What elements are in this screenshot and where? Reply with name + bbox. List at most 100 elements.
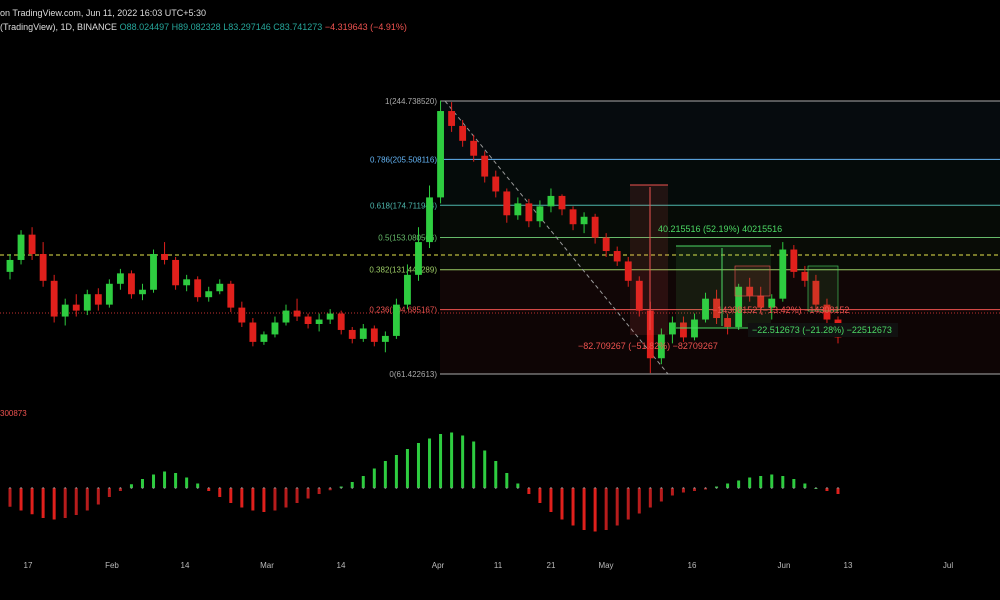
histogram-bar (96, 488, 100, 505)
candle-body (558, 195, 566, 210)
candle-body (94, 294, 102, 305)
close-value: C83.741273 (273, 22, 323, 32)
zero-marker (185, 487, 188, 489)
fib-level-label: 0.618(174.711944) (370, 201, 437, 210)
candle-body (680, 322, 687, 338)
measure-label: −82.709267 (−51.82%) −82709267 (578, 341, 718, 351)
histogram-bar (527, 488, 531, 494)
histogram-bar (361, 476, 365, 488)
x-tick-label: Apr (432, 561, 445, 570)
zero-marker (119, 487, 122, 489)
candle-body (315, 319, 323, 324)
zero-marker (53, 487, 56, 489)
zero-marker (174, 487, 177, 489)
zero-marker (605, 487, 608, 489)
histogram-bar (295, 488, 299, 503)
x-tick-label: 14 (181, 561, 190, 570)
zero-marker (75, 487, 78, 489)
candle-body (6, 259, 14, 272)
zero-marker (263, 487, 265, 489)
candle-body (602, 237, 610, 252)
candle-body (370, 328, 378, 342)
histogram-bar (207, 488, 211, 491)
histogram-bar (681, 488, 685, 493)
measurement-tools: 40.215516 (52.19%) 40215516 −82.709267 (−… (578, 184, 898, 351)
zero-marker (715, 487, 718, 489)
candle-body (293, 310, 301, 317)
candle-body (28, 234, 36, 255)
histogram-bar (152, 474, 156, 488)
candle-body (790, 249, 798, 272)
candle-body (39, 254, 47, 281)
zero-marker (20, 487, 22, 489)
candle-body (801, 271, 809, 281)
histogram-bar (218, 488, 222, 497)
zero-marker (572, 487, 574, 489)
zero-marker (616, 487, 619, 489)
open-value: O88.024497 (119, 22, 170, 32)
candle-body (646, 310, 654, 359)
zero-marker (362, 487, 365, 489)
x-tick-label: 17 (24, 561, 33, 570)
zero-marker (31, 487, 33, 489)
candle-body (282, 310, 290, 323)
x-tick-label: 11 (494, 561, 503, 570)
fib-trend-line (444, 100, 669, 375)
candlestick-series (6, 100, 842, 374)
oscillator-histogram (8, 432, 840, 532)
measure-box (630, 185, 668, 335)
chart-header: on TradingView.com, Jun 11, 2022 16:03 U… (0, 8, 407, 32)
histogram-bar (472, 441, 476, 488)
zero-marker (307, 487, 309, 489)
fib-level-label: 0.236(104.685167) (369, 306, 437, 315)
histogram-bar (538, 488, 542, 503)
x-tick-label: 21 (547, 561, 556, 570)
histogram-bar (505, 473, 509, 488)
histogram-bar (428, 438, 432, 488)
candle-body (83, 294, 91, 311)
candle-body (249, 322, 257, 342)
candle-body (470, 140, 478, 156)
fib-band (440, 269, 1000, 310)
fib-level-label: 0.5(153.080566) (378, 234, 437, 243)
candle-body (227, 283, 235, 308)
candle-body (580, 216, 588, 225)
histogram-bar (516, 483, 520, 488)
x-tick-label: Feb (105, 561, 119, 570)
zero-marker (627, 487, 630, 489)
zero-marker (108, 487, 111, 489)
candle-body (205, 291, 213, 298)
zero-marker (815, 487, 817, 489)
histogram-bar (196, 483, 200, 488)
candle-body (271, 322, 279, 335)
zero-marker (539, 487, 541, 489)
candle-body (326, 313, 334, 320)
candle-body (72, 304, 80, 311)
zero-marker (64, 487, 67, 489)
zero-marker (561, 487, 563, 489)
zero-marker (726, 487, 729, 489)
histogram-bar (163, 471, 167, 488)
histogram-bar (41, 488, 45, 518)
x-tick-label: Mar (260, 561, 274, 570)
zero-marker (351, 487, 354, 489)
zero-marker (660, 487, 663, 489)
zero-marker (285, 487, 287, 489)
candle-body (260, 334, 268, 342)
x-tick-label: Jul (943, 561, 953, 570)
histogram-bar (251, 488, 255, 511)
candle-body (746, 286, 754, 296)
zero-marker (428, 487, 431, 489)
measure-label: −22.512673 (−21.28%) −22512673 (752, 325, 892, 335)
candle-body (139, 289, 146, 295)
zero-marker (42, 487, 45, 489)
histogram-bar (494, 461, 498, 488)
zero-marker (296, 487, 298, 489)
zero-marker (274, 487, 276, 489)
zero-marker (826, 487, 828, 489)
zero-marker (638, 487, 641, 489)
histogram-bar (306, 488, 310, 499)
histogram-bar (328, 488, 332, 491)
histogram-bar (416, 443, 420, 488)
